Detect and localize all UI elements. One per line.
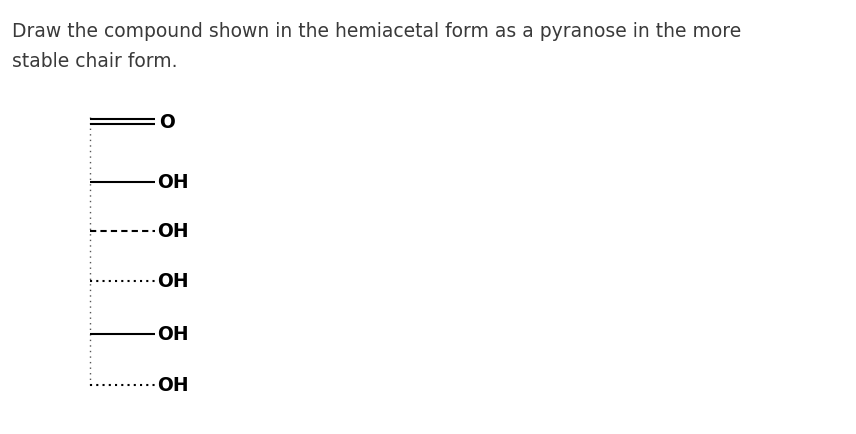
Text: stable chair form.: stable chair form.: [12, 52, 177, 71]
Text: OH: OH: [157, 222, 188, 241]
Text: Draw the compound shown in the hemiacetal form as a pyranose in the more: Draw the compound shown in the hemiaceta…: [12, 22, 741, 41]
Text: OH: OH: [157, 173, 188, 192]
Text: O: O: [159, 112, 175, 131]
Text: OH: OH: [157, 272, 188, 291]
Text: OH: OH: [157, 325, 188, 344]
Text: OH: OH: [157, 376, 188, 395]
